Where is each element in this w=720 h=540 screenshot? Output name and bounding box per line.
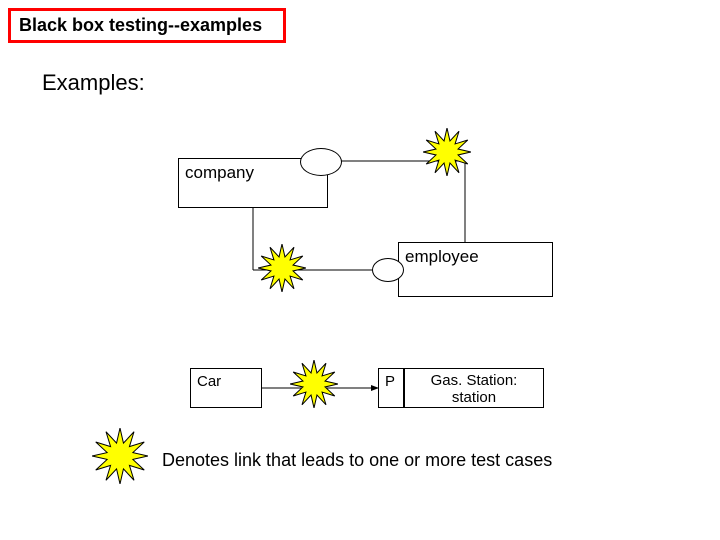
node-p-label: P bbox=[385, 373, 395, 390]
burst-2 bbox=[258, 244, 306, 292]
node-gasstation: Gas. Station: station bbox=[404, 368, 544, 408]
title-text: Black box testing--examples bbox=[19, 15, 262, 35]
node-company-label: company bbox=[185, 163, 254, 183]
oval-right bbox=[372, 258, 404, 282]
title-box: Black box testing--examples bbox=[8, 8, 286, 43]
burst-1 bbox=[423, 128, 471, 176]
node-gasstation-label: Gas. Station: station bbox=[411, 373, 537, 406]
subtitle-text: Examples: bbox=[42, 70, 145, 96]
burst-legend bbox=[92, 428, 148, 484]
oval-top bbox=[300, 148, 342, 176]
node-employee: employee bbox=[398, 242, 553, 297]
burst-3 bbox=[290, 360, 338, 408]
legend-caption: Denotes link that leads to one or more t… bbox=[162, 450, 552, 471]
node-car-label: Car bbox=[197, 373, 221, 390]
node-car: Car bbox=[190, 368, 262, 408]
node-p: P bbox=[378, 368, 404, 408]
node-employee-label: employee bbox=[405, 247, 479, 267]
